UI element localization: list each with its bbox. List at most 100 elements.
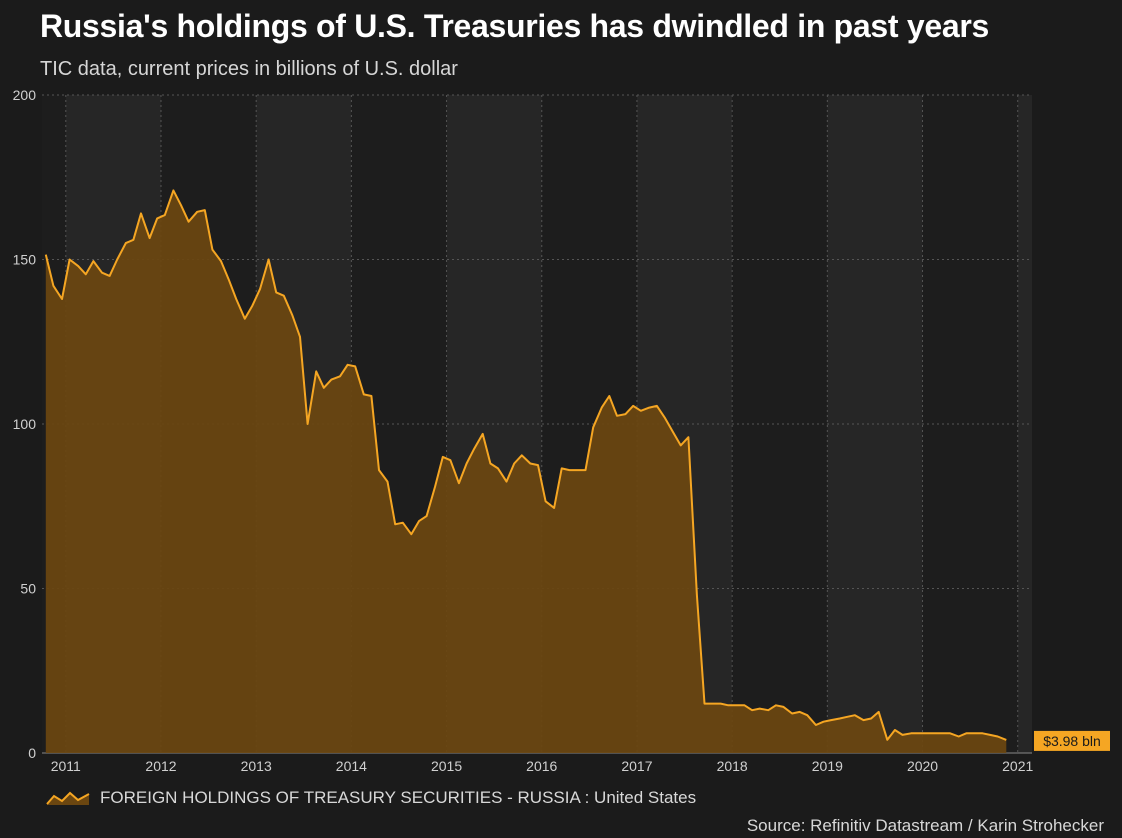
- data-point: [489, 462, 491, 464]
- data-point: [878, 711, 880, 713]
- data-point: [537, 464, 539, 466]
- data-point: [1005, 739, 1007, 741]
- data-point: [108, 275, 110, 277]
- data-point: [52, 285, 54, 287]
- x-tick-label: 2019: [812, 758, 843, 774]
- data-point: [830, 719, 832, 721]
- data-point: [624, 413, 626, 415]
- data-point: [759, 707, 761, 709]
- legend: FOREIGN HOLDINGS OF TREASURY SECURITIES …: [46, 788, 696, 808]
- data-point: [465, 462, 467, 464]
- data-point: [473, 447, 475, 449]
- data-point: [85, 273, 87, 275]
- data-point: [965, 732, 967, 734]
- data-point: [958, 735, 960, 737]
- data-point: [330, 378, 332, 380]
- data-point: [862, 719, 864, 721]
- data-point: [410, 533, 412, 535]
- data-point: [449, 459, 451, 461]
- data-point: [767, 709, 769, 711]
- x-tick-label: 2014: [336, 758, 367, 774]
- series-line: [44, 189, 1007, 741]
- data-point: [640, 410, 642, 412]
- data-point: [687, 436, 689, 438]
- data-point: [156, 217, 158, 219]
- data-point: [806, 714, 808, 716]
- data-point: [941, 732, 943, 734]
- data-point: [735, 704, 737, 706]
- data-point: [45, 253, 47, 255]
- source-note: Source: Refinitiv Datastream / Karin Str…: [746, 816, 1104, 835]
- data-point: [402, 522, 404, 524]
- data-point: [561, 467, 563, 469]
- data-point: [101, 271, 103, 273]
- data-point: [648, 406, 650, 408]
- x-tick-label: 2011: [51, 758, 81, 774]
- data-point: [363, 393, 365, 395]
- data-point: [981, 732, 983, 734]
- data-point: [727, 704, 729, 706]
- y-tick-label: 150: [13, 252, 37, 268]
- data-point: [267, 258, 269, 260]
- data-point: [425, 515, 427, 517]
- end-value-badge: [1034, 730, 1110, 751]
- data-point: [925, 732, 927, 734]
- data-point: [894, 729, 896, 731]
- x-tick-label: 2015: [431, 758, 462, 774]
- data-point: [782, 706, 784, 708]
- data-point: [346, 364, 348, 366]
- data-point: [696, 594, 698, 596]
- x-tick-label: 2018: [717, 758, 748, 774]
- data-point: [973, 732, 975, 734]
- data-point: [370, 395, 372, 397]
- data-point: [299, 336, 301, 338]
- data-point: [775, 704, 777, 706]
- data-point: [505, 480, 507, 482]
- data-point: [553, 507, 555, 509]
- x-tick-label: 2017: [621, 758, 652, 774]
- x-tick-label: 2012: [145, 758, 176, 774]
- data-point: [910, 732, 912, 734]
- data-point: [672, 431, 674, 433]
- chart-title: Russia's holdings of U.S. Treasuries has…: [40, 8, 989, 44]
- data-point: [291, 314, 293, 316]
- series-area: [45, 190, 1007, 753]
- data-point: [656, 405, 658, 407]
- data-point: [354, 365, 356, 367]
- data-point: [235, 298, 237, 300]
- data-point: [211, 248, 213, 250]
- data-point: [870, 717, 872, 719]
- year-band: [1017, 95, 1032, 753]
- data-point: [283, 294, 285, 296]
- data-point: [306, 423, 308, 425]
- x-tick-label: 2021: [1002, 758, 1033, 774]
- x-tick-label: 2020: [907, 758, 938, 774]
- data-point: [77, 265, 79, 267]
- data-point: [521, 454, 523, 456]
- data-point: [140, 212, 142, 214]
- y-tick-label: 0: [28, 745, 36, 761]
- data-point: [204, 209, 206, 211]
- y-tick-label: 200: [13, 87, 37, 103]
- data-point: [497, 467, 499, 469]
- data-point: [799, 711, 801, 713]
- data-point: [601, 406, 603, 408]
- data-point: [592, 426, 594, 428]
- data-point: [886, 739, 888, 741]
- data-point: [846, 716, 848, 718]
- y-tick-label: 100: [13, 416, 37, 432]
- data-point: [854, 714, 856, 716]
- data-point: [148, 237, 150, 239]
- data-point: [244, 318, 246, 320]
- x-tick-label: 2016: [526, 758, 557, 774]
- data-point: [743, 704, 745, 706]
- data-point: [458, 482, 460, 484]
- data-point: [61, 298, 63, 300]
- data-point: [442, 456, 444, 458]
- data-point: [116, 258, 118, 260]
- data-point: [164, 214, 166, 216]
- chart-subtitle: TIC data, current prices in billions of …: [40, 58, 458, 80]
- data-point: [663, 416, 665, 418]
- data-point: [187, 220, 189, 222]
